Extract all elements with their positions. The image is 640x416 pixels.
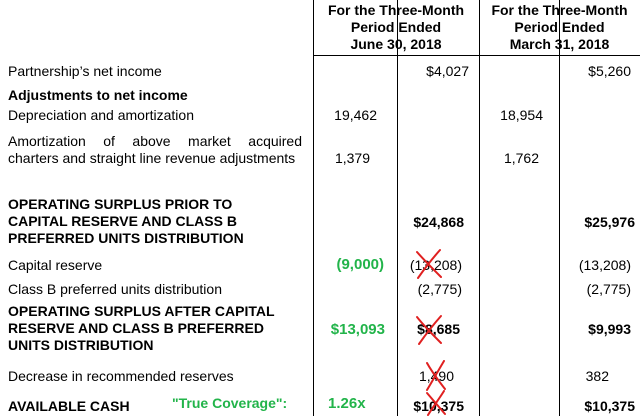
annotation-op-surplus-after: $13,093 <box>330 321 385 338</box>
value-decrease-reserves-mar: 382 <box>585 368 609 384</box>
row-label-decrease-reserves: Decrease in recommended reserves <box>8 368 234 384</box>
value-capital-reserve-mar: (13,208) <box>578 257 631 273</box>
header-line-2: Period Ended <box>514 19 605 35</box>
value-capital-reserve-jun: (13,208) <box>409 257 462 273</box>
row-label-net-income: Partnership’s net income <box>8 63 162 79</box>
annotation-true-coverage-label: "True Coverage": <box>172 395 288 411</box>
divider-col-3 <box>479 0 480 416</box>
header-line-3: June 30, 2018 <box>350 36 442 52</box>
value-op-surplus-prior-jun: $24,868 <box>413 214 464 230</box>
annotation-capital-reserve: (9,000) <box>336 256 384 273</box>
cross-out-icon <box>416 315 442 345</box>
value-available-cash-mar: $10,375 <box>584 398 635 414</box>
row-label-class-b: Class B preferred units distribution <box>8 281 222 297</box>
cross-out-icon <box>416 249 442 279</box>
row-label-adjustments: Adjustments to net income <box>8 87 188 103</box>
divider-col-1 <box>313 0 314 416</box>
header-line-3: March 31, 2018 <box>509 36 610 52</box>
value-depreciation-mar: 18,954 <box>500 107 543 123</box>
value-net-income-jun: $4,027 <box>426 63 469 79</box>
row-label-op-surplus-after: OPERATING SURPLUS AFTER CAPITAL RESERVE … <box>8 303 275 353</box>
cross-out-icon <box>426 360 446 391</box>
divider-col-4 <box>559 0 560 416</box>
cross-out-icon <box>426 390 446 416</box>
column-header-june: For the Three-Month Period Ended June 30… <box>313 2 479 53</box>
divider-col-2 <box>397 0 398 416</box>
column-header-march: For the Three-Month Period Ended March 3… <box>479 2 640 53</box>
row-label-capital-reserve: Capital reserve <box>8 257 103 273</box>
header-line-2: Period Ended <box>350 19 442 35</box>
value-depreciation-jun: 19,462 <box>334 107 377 123</box>
value-amortization-mar: 1,762 <box>503 150 539 166</box>
value-class-b-jun: (2,775) <box>417 281 462 297</box>
row-label-available-cash: AVAILABLE CASH <box>8 398 130 414</box>
value-op-surplus-prior-mar: $25,976 <box>584 214 635 230</box>
value-op-surplus-after-mar: $9,993 <box>588 321 631 337</box>
row-label-depreciation: Depreciation and amortization <box>8 107 194 123</box>
value-class-b-mar: (2,775) <box>586 281 631 297</box>
header-underline <box>313 55 640 56</box>
header-line-1: For the Three-Month <box>491 2 628 18</box>
value-net-income-mar: $5,260 <box>588 63 631 79</box>
header-line-1: For the Three-Month <box>327 2 465 18</box>
row-label-op-surplus-prior: OPERATING SURPLUS PRIOR TO CAPITAL RESER… <box>8 196 244 246</box>
value-amortization-jun: 1,379 <box>334 150 370 166</box>
row-label-amortization: Amortization of above market acquired ch… <box>8 133 302 166</box>
annotation-true-coverage-value: 1.26x <box>328 395 366 412</box>
